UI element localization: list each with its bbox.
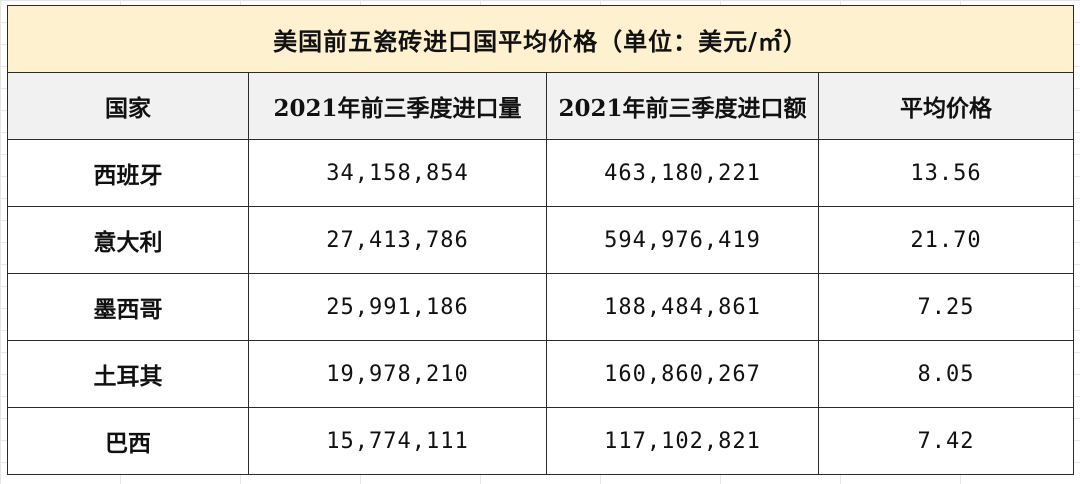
header-import-volume[interactable]: 2021年前三季度进口量 [248, 72, 547, 140]
table-row: 意大利 27,413,786 594,976,419 21.70 [7, 206, 1075, 274]
avg-price-cell[interactable]: 13.56 [817, 139, 1075, 207]
header-import-amount[interactable]: 2021年前三季度进口额 [546, 72, 819, 140]
country-cell[interactable]: 西班牙 [7, 139, 249, 207]
volume-cell[interactable]: 27,413,786 [248, 206, 547, 274]
amount-cell[interactable]: 594,976,419 [546, 206, 819, 274]
country-cell[interactable]: 巴西 [7, 407, 249, 475]
volume-cell[interactable]: 15,774,111 [248, 407, 547, 475]
country-cell[interactable]: 墨西哥 [7, 273, 249, 341]
table-row: 墨西哥 25,991,186 188,484,861 7.25 [7, 273, 1075, 341]
table-row: 西班牙 34,158,854 463,180,221 13.56 [7, 139, 1075, 207]
volume-cell[interactable]: 25,991,186 [248, 273, 547, 341]
volume-cell[interactable]: 19,978,210 [248, 340, 547, 408]
table-row: 巴西 15,774,111 117,102,821 7.42 [7, 407, 1075, 475]
amount-cell[interactable]: 117,102,821 [546, 407, 819, 475]
avg-price-cell[interactable]: 21.70 [817, 206, 1075, 274]
header-country[interactable]: 国家 [7, 72, 249, 140]
table-row: 土耳其 19,978,210 160,860,267 8.05 [7, 340, 1075, 408]
price-table: 美国前五瓷砖进口国平均价格（单位：美元/㎡） 国家 2021年前三季度进口量 2… [6, 5, 1075, 475]
amount-cell[interactable]: 463,180,221 [546, 139, 819, 207]
title-row: 美国前五瓷砖进口国平均价格（单位：美元/㎡） [6, 5, 1075, 73]
avg-price-cell[interactable]: 7.42 [817, 407, 1075, 475]
avg-price-cell[interactable]: 7.25 [817, 273, 1075, 341]
header-row: 国家 2021年前三季度进口量 2021年前三季度进口额 平均价格 [7, 72, 1075, 140]
avg-price-cell[interactable]: 8.05 [817, 340, 1075, 408]
header-average-price[interactable]: 平均价格 [817, 72, 1075, 140]
volume-cell[interactable]: 34,158,854 [248, 139, 547, 207]
amount-cell[interactable]: 160,860,267 [546, 340, 819, 408]
country-cell[interactable]: 土耳其 [7, 340, 249, 408]
amount-cell[interactable]: 188,484,861 [546, 273, 819, 341]
country-cell[interactable]: 意大利 [7, 206, 249, 274]
table-title[interactable]: 美国前五瓷砖进口国平均价格（单位：美元/㎡） [6, 5, 1075, 73]
